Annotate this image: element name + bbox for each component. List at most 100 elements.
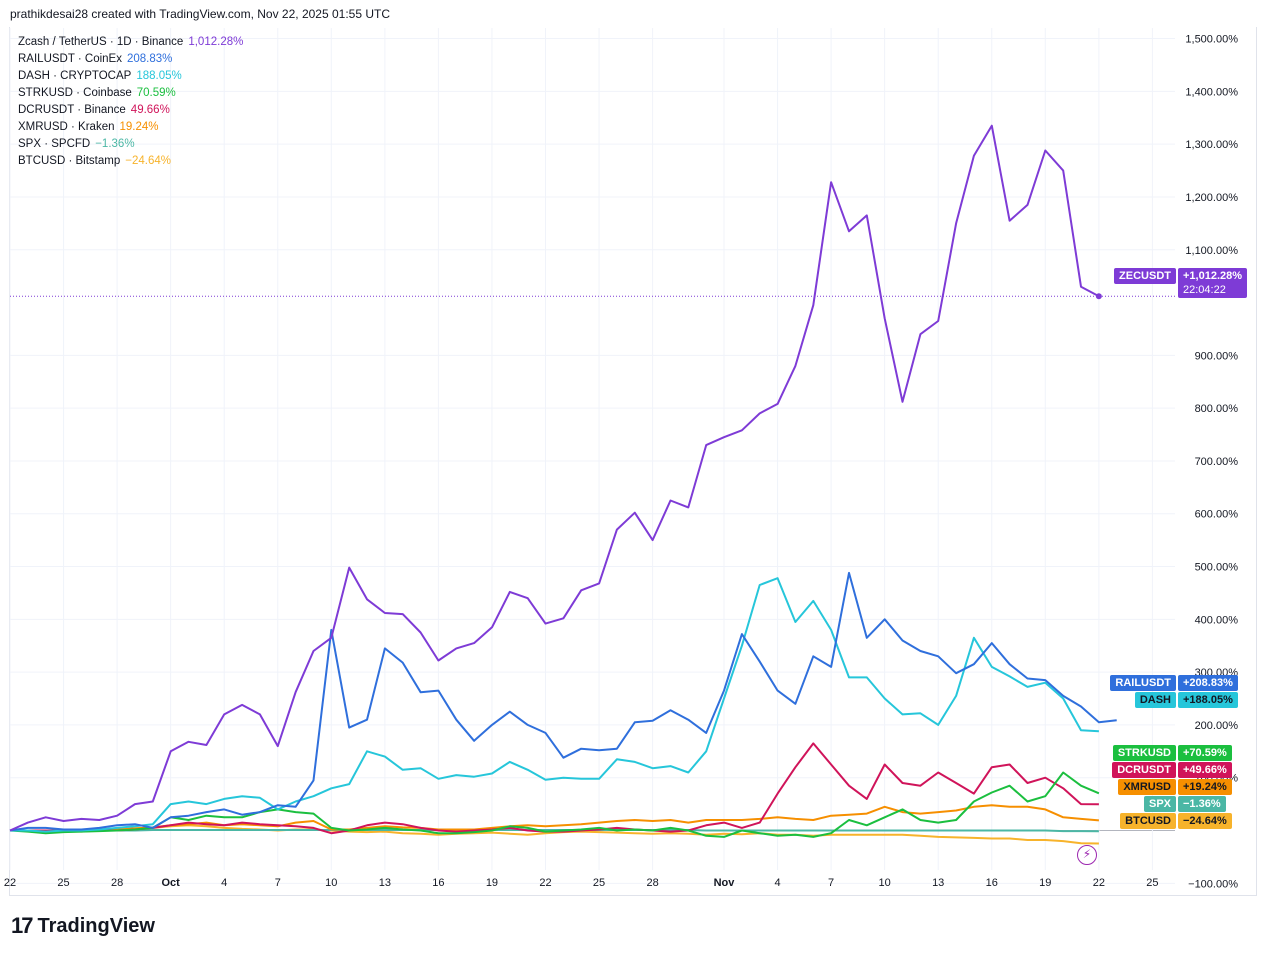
- legend-series-value: 70.59%: [136, 87, 176, 99]
- series-line-strkusd: [9, 771, 1100, 838]
- y-tick-label: 1,400.00%: [1185, 86, 1238, 98]
- x-tick-label: 10: [325, 877, 337, 889]
- legend-series-name: DCRUSDT · Binance: [18, 104, 126, 116]
- legend-series-value: −24.64%: [125, 155, 171, 167]
- series-line-zecusdt: [9, 124, 1100, 832]
- badge-value-text: +1,012.28%: [1183, 270, 1243, 282]
- y-tick-label: 700.00%: [1195, 456, 1239, 468]
- x-tick-label: 13: [379, 877, 391, 889]
- legend-series-name: SPX · SPCFD: [18, 138, 91, 150]
- y-tick-label: 800.00%: [1195, 403, 1239, 415]
- badge-value-text: +70.59%: [1183, 747, 1227, 759]
- y-tick-label: 200.00%: [1195, 720, 1239, 732]
- legend-series-value: −1.36%: [95, 138, 135, 150]
- x-tick-label: Oct: [161, 877, 180, 889]
- series-line-btcusd: [10, 824, 1099, 845]
- x-tick-label: 19: [1039, 877, 1051, 889]
- badge-value-railusdt: +208.83%: [1178, 675, 1238, 691]
- x-tick-label: 22: [1093, 877, 1105, 889]
- zec-last-point: [1095, 293, 1102, 300]
- legend-entry-btcusd[interactable]: BTCUSD · Bitstamp −24.64%: [18, 153, 243, 170]
- legend-series-name: XMRUSD · Kraken: [18, 121, 115, 133]
- badge-label-zecusdt: ZECUSDT: [1114, 268, 1176, 284]
- x-tick-label: 7: [828, 877, 834, 889]
- x-tick-label: 22: [4, 877, 16, 889]
- lightning-icon[interactable]: ⚡: [1077, 845, 1097, 865]
- x-tick-label: 13: [932, 877, 944, 889]
- gridlines: [9, 28, 1175, 884]
- badge-label-btcusd: BTCUSD: [1120, 813, 1176, 829]
- badge-value-spx: −1.36%: [1178, 796, 1226, 812]
- x-tick-label: 16: [432, 877, 444, 889]
- x-tick-label: 4: [221, 877, 227, 889]
- badge-label-xmrusd: XMRUSD: [1118, 779, 1176, 795]
- badge-value-xmrusd: +19.24%: [1178, 779, 1232, 795]
- legend-series-value: 208.83%: [126, 53, 173, 65]
- badge-label-railusdt: RAILUSDT: [1110, 675, 1176, 691]
- badge-value-text: +19.24%: [1183, 781, 1227, 793]
- badge-label-dcrusdt: DCRUSDT: [1112, 762, 1176, 778]
- legend-series-name: STRKUSD · Coinbase: [18, 87, 132, 99]
- badge-label-dash: DASH: [1134, 692, 1176, 708]
- tradingview-logo-text: TradingView: [37, 914, 155, 937]
- x-tick-label: 16: [986, 877, 998, 889]
- legend-entry-xmrusd[interactable]: XMRUSD · Kraken 19.24%: [18, 119, 243, 136]
- badge-value-strkusd: +70.59%: [1178, 745, 1232, 761]
- legend-series-name: DASH · CRYPTOCAP: [18, 70, 132, 82]
- y-tick-label: 1,100.00%: [1185, 245, 1238, 257]
- x-tick-label: Nov: [714, 877, 736, 889]
- series-line-dcrusdt: [10, 742, 1099, 835]
- x-tick-label: 25: [57, 877, 69, 889]
- legend-series-name: BTCUSD · Bitstamp: [18, 155, 121, 167]
- badge-value-text: +188.05%: [1183, 694, 1233, 706]
- badge-label-strkusd: STRKUSD: [1112, 745, 1176, 761]
- y-tick-label: 1,200.00%: [1185, 192, 1238, 204]
- y-tick-label: 900.00%: [1195, 350, 1239, 362]
- legend-entry-strkusd[interactable]: STRKUSD · Coinbase 70.59%: [18, 85, 243, 102]
- x-tick-label: 7: [275, 877, 281, 889]
- x-tick-label: 22: [539, 877, 551, 889]
- badge-countdown: 22:04:22: [1183, 284, 1226, 296]
- badge-value-btcusd: −24.64%: [1178, 813, 1232, 829]
- legend-entry-dcrusdt[interactable]: DCRUSDT · Binance 49.66%: [18, 102, 243, 119]
- series-line-xmrusd: [10, 804, 1099, 833]
- badge-value-text: −24.64%: [1183, 815, 1227, 827]
- badge-value-text: −1.36%: [1183, 798, 1221, 810]
- legend-entry-zecusdt[interactable]: Zcash / TetherUS · 1D · Binance 1,012.28%: [18, 34, 243, 51]
- y-tick-label: 1,300.00%: [1185, 139, 1238, 151]
- legend-entry-railusdt[interactable]: RAILUSDT · CoinEx 208.83%: [18, 51, 243, 68]
- legend-entry-dash[interactable]: DASH · CRYPTOCAP 188.05%: [18, 68, 243, 85]
- x-tick-label: 4: [774, 877, 780, 889]
- badge-value-text: +208.83%: [1183, 677, 1233, 689]
- legend-series-value: 188.05%: [136, 70, 182, 82]
- chart-legend: Zcash / TetherUS · 1D · Binance 1,012.28%…: [18, 34, 243, 170]
- series-line-railusdt: [9, 571, 1117, 832]
- badge-value-text: +49.66%: [1183, 764, 1227, 776]
- badge-label-spx: SPX: [1143, 796, 1176, 812]
- y-tick-label: −100.00%: [1188, 878, 1238, 890]
- x-tick-label: 10: [879, 877, 891, 889]
- tradingview-logo-mark: 17: [11, 913, 34, 938]
- x-axis-labels: 22 25 28 Oct 4 7 10 13 16 19 22 25 28 Nov 4 7 10 13 16 19 22…: [4, 877, 1159, 889]
- tradingview-logo[interactable]: 17 TradingView: [11, 913, 155, 939]
- legend-series-value: 49.66%: [130, 104, 170, 116]
- series-line-spx: [10, 829, 1099, 833]
- badge-value-zecusdt: +1,012.28% 22:04:22: [1178, 268, 1248, 298]
- x-tick-label: 25: [593, 877, 605, 889]
- y-tick-label: 400.00%: [1195, 614, 1239, 626]
- x-tick-label: 25: [1146, 877, 1158, 889]
- legend-series-value: 1,012.28%: [188, 36, 244, 48]
- legend-entry-spx[interactable]: SPX · SPCFD −1.36%: [18, 136, 243, 153]
- legend-series-name: RAILUSDT · CoinEx: [18, 53, 122, 65]
- badge-value-dash: +188.05%: [1178, 692, 1238, 708]
- attribution-header: prathikdesai28 created with TradingView.…: [10, 7, 390, 21]
- legend-series-name: Zcash / TetherUS · 1D · Binance: [18, 36, 184, 48]
- x-tick-label: 28: [646, 877, 658, 889]
- x-tick-label: 28: [111, 877, 123, 889]
- y-tick-label: 600.00%: [1195, 509, 1239, 521]
- x-tick-label: 19: [486, 877, 498, 889]
- series-lines: [9, 124, 1175, 845]
- legend-series-value: 19.24%: [119, 121, 159, 133]
- y-tick-label: 500.00%: [1195, 562, 1239, 574]
